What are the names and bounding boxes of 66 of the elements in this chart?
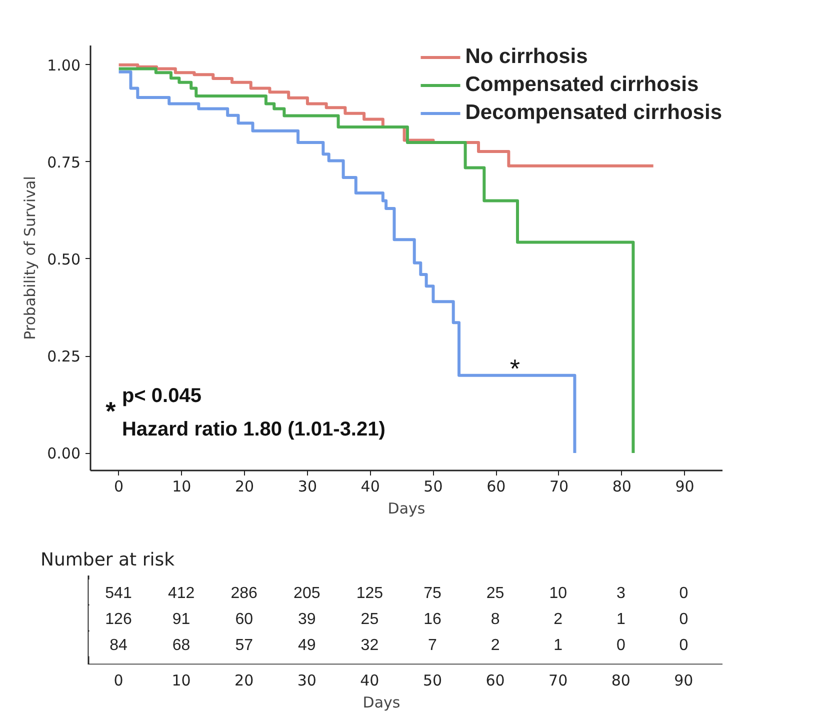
- x-axis-title: Days: [388, 500, 426, 518]
- y-axis-title: Probability of Survival: [21, 176, 40, 340]
- data-label: 25: [360, 610, 379, 628]
- data-label: 16: [424, 610, 442, 628]
- data-label: 0: [679, 636, 688, 654]
- data-label: 126: [105, 610, 132, 628]
- x-tick-label: 30: [297, 672, 316, 690]
- data-label: 412: [168, 584, 195, 602]
- data-label: 57: [235, 636, 254, 654]
- y-tick-label: 0.50: [47, 250, 81, 268]
- data-label: 541: [105, 584, 132, 602]
- x-tick-label: 40: [360, 672, 380, 690]
- x-tick-label: 40: [360, 478, 380, 496]
- y-tick-label: 0.75: [47, 153, 81, 172]
- data-label: 10: [549, 584, 568, 602]
- x-tick-label: 60: [486, 672, 505, 690]
- annotation: p< 0.045: [122, 384, 202, 407]
- data-label: 205: [294, 584, 320, 602]
- x-tick-label: 20: [235, 478, 254, 496]
- data-label: 125: [356, 584, 384, 602]
- x-tick-label: 20: [234, 672, 254, 690]
- x-axis-title: Days: [362, 694, 400, 712]
- x-tick-label: 90: [674, 672, 694, 690]
- data-label: 1: [554, 636, 563, 654]
- chart-title: Number at risk: [40, 550, 176, 570]
- data-label: 91: [172, 610, 190, 628]
- x-tick-label: 0: [114, 672, 124, 690]
- data-label: 1: [616, 610, 626, 628]
- data-label: 7: [428, 636, 438, 654]
- x-tick-label: 10: [172, 672, 191, 690]
- legend-label: Decompensated cirrhosis: [465, 101, 722, 125]
- x-tick-label: 50: [422, 672, 442, 690]
- data-label: 0: [616, 636, 626, 654]
- y-tick-label: 1.00: [47, 56, 81, 74]
- annotation: *: [510, 353, 520, 384]
- data-label: 49: [298, 636, 316, 654]
- data-label: 3: [616, 584, 626, 602]
- data-label: 2: [554, 610, 563, 628]
- data-label: 32: [360, 636, 379, 654]
- x-tick-label: 90: [675, 478, 694, 496]
- x-tick-label: 80: [611, 672, 630, 690]
- y-tick-label: 0.00: [47, 444, 81, 463]
- data-label: 2: [490, 636, 500, 654]
- data-label: 60: [235, 610, 254, 628]
- x-tick-label: 30: [298, 478, 318, 496]
- data-label: 75: [424, 584, 442, 602]
- x-tick-label: 60: [486, 478, 506, 496]
- x-tick-label: 80: [612, 478, 632, 496]
- x-tick-label: 0: [114, 478, 124, 496]
- annotation: Hazard ratio 1.80 (1.01-3.21): [122, 418, 386, 441]
- annotation: *: [106, 396, 117, 426]
- data-label: 84: [110, 636, 128, 654]
- data-label: 8: [490, 610, 500, 628]
- data-label: 0: [679, 584, 688, 602]
- data-label: 39: [298, 610, 316, 628]
- data-label: 0: [679, 610, 688, 628]
- x-tick-label: 10: [172, 478, 192, 496]
- data-label: 68: [172, 636, 190, 654]
- x-tick-label: 70: [549, 478, 569, 496]
- data-label: 286: [230, 584, 258, 602]
- legend-label: No cirrhosis: [465, 45, 588, 69]
- legend-label: Compensated cirrhosis: [465, 73, 699, 97]
- data-label: 25: [486, 584, 504, 602]
- y-tick-label: 0.25: [47, 348, 81, 366]
- x-tick-label: 70: [548, 672, 568, 690]
- x-tick-label: 50: [424, 478, 443, 496]
